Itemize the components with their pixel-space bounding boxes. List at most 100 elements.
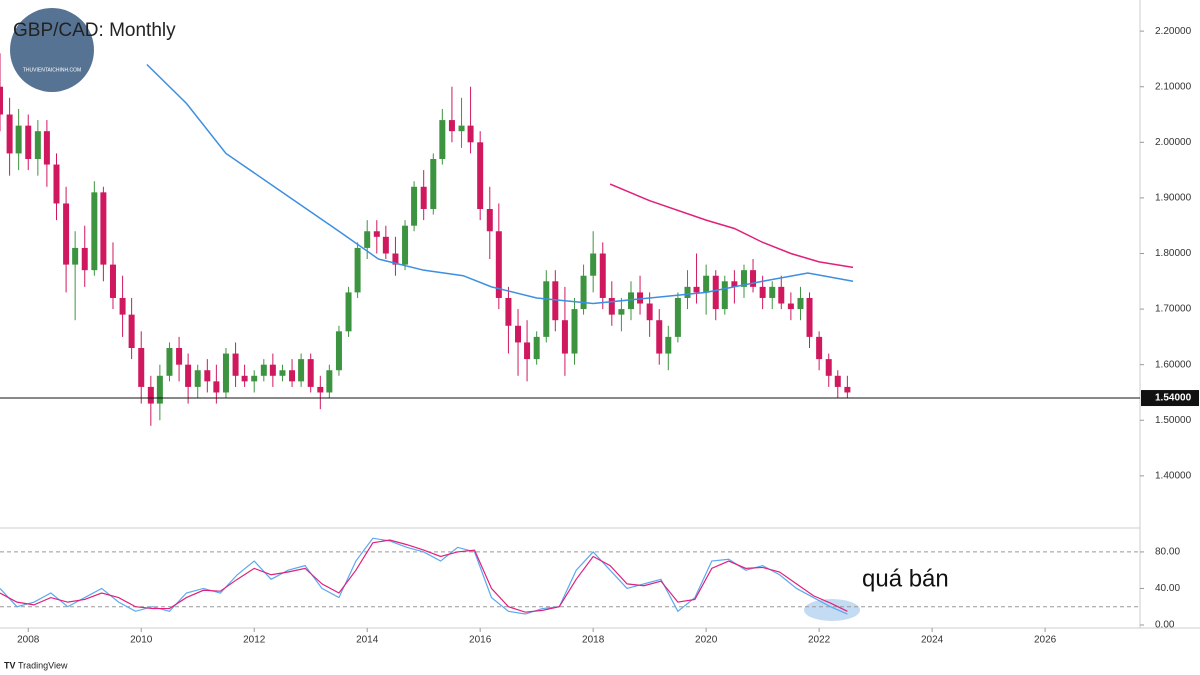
watermark: THUVIENTAICHINH.COM <box>23 67 81 73</box>
candle-body <box>25 125 32 159</box>
x-tick-label: 2018 <box>582 635 605 646</box>
candle-body <box>712 275 719 310</box>
candle-body <box>721 281 728 310</box>
y-tick-label: 1.60000 <box>1155 359 1192 370</box>
candle-body <box>34 131 41 159</box>
footer: TradingView <box>18 660 68 670</box>
candle-body <box>439 120 446 159</box>
candle-body <box>834 375 841 387</box>
candle-body <box>119 297 126 315</box>
candle-body <box>204 370 211 382</box>
candle-body <box>505 297 512 326</box>
candle-body <box>53 164 60 204</box>
candle-body <box>72 247 79 265</box>
candle-body <box>317 386 324 393</box>
x-tick-label: 2026 <box>1034 635 1057 646</box>
candle-body <box>740 270 747 287</box>
candle-body <box>665 336 672 354</box>
x-tick-label: 2008 <box>17 635 40 646</box>
oscillator-line <box>0 537 848 615</box>
candle-body <box>222 353 229 393</box>
candle-body <box>251 375 258 382</box>
candle-body <box>844 386 851 393</box>
candle-body <box>420 186 427 210</box>
candle-body <box>495 231 502 298</box>
footer-icon: TV <box>4 660 16 670</box>
candle-body <box>486 209 493 232</box>
candle-body <box>260 364 267 376</box>
candle-body <box>731 281 738 287</box>
candle-body <box>477 142 484 210</box>
candle-body <box>703 275 710 293</box>
candle-body <box>637 292 644 304</box>
candle-body <box>354 247 361 293</box>
candle-body <box>63 203 70 265</box>
candle-body <box>364 231 371 248</box>
y-tick-label: 80.00 <box>1155 547 1180 558</box>
oscillator-line <box>0 539 848 613</box>
logo <box>10 8 94 92</box>
y-tick-label: 1.40000 <box>1155 470 1192 481</box>
candle-body <box>599 253 606 298</box>
candle-body <box>769 286 776 298</box>
moving-average <box>609 183 854 269</box>
candle-body <box>533 336 540 360</box>
candle-body <box>524 342 531 360</box>
candle-body <box>6 114 13 154</box>
candle-body <box>166 347 173 376</box>
candle-body <box>515 325 522 343</box>
candle-body <box>759 286 766 298</box>
y-tick-label: 2.00000 <box>1155 137 1192 148</box>
candle-body <box>580 275 587 310</box>
candle-body <box>448 120 455 132</box>
y-tick-label: 2.20000 <box>1155 26 1192 37</box>
candle-body <box>816 336 823 360</box>
candle-body <box>185 364 192 387</box>
candle-body <box>628 292 635 310</box>
candle-body <box>806 297 813 337</box>
highlight <box>804 599 860 621</box>
candle-body <box>373 231 380 237</box>
candle-body <box>326 370 333 393</box>
candle-body <box>778 286 785 304</box>
candle-body <box>345 292 352 332</box>
candle-body <box>382 236 389 254</box>
candle-body <box>213 381 220 393</box>
moving-average <box>146 63 854 305</box>
candle-body <box>787 303 794 310</box>
x-tick-label: 2022 <box>808 635 831 646</box>
y-tick-label: 1.90000 <box>1155 193 1192 204</box>
candle-body <box>128 314 135 348</box>
chart-title: GBP/CAD: Monthly <box>13 20 176 41</box>
x-tick-label: 2014 <box>356 635 379 646</box>
candle-body <box>797 297 804 310</box>
candle-body <box>590 253 597 276</box>
x-tick-label: 2012 <box>243 635 266 646</box>
candle-body <box>392 253 399 265</box>
candle-body <box>109 264 116 298</box>
candle-body <box>402 225 409 265</box>
candle-body <box>430 158 437 210</box>
candle-body <box>618 309 625 315</box>
price-label: 1.54000 <box>1155 393 1192 404</box>
candle-body <box>543 281 550 337</box>
candle-body <box>81 247 88 271</box>
candle-body <box>646 303 653 321</box>
candle-body <box>147 386 154 404</box>
x-tick-label: 2020 <box>695 635 718 646</box>
candle-body <box>91 192 98 271</box>
y-tick-label: 1.70000 <box>1155 304 1192 315</box>
y-tick-label: 2.10000 <box>1155 81 1192 92</box>
candle-body <box>467 125 474 143</box>
candle-body <box>571 309 578 354</box>
candle-body <box>693 286 700 293</box>
candle-body <box>750 270 757 287</box>
candle-body <box>194 370 201 387</box>
candle-body <box>561 320 568 354</box>
candle-body <box>279 370 286 376</box>
candle-body <box>825 359 832 376</box>
candle-body <box>156 375 163 404</box>
